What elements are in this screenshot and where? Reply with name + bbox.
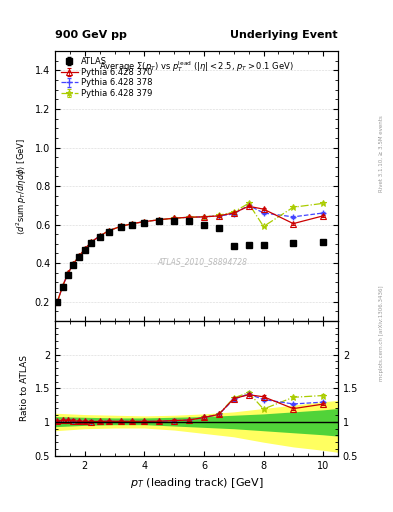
Text: 900 GeV pp: 900 GeV pp	[55, 30, 127, 40]
Y-axis label: $\langle d^2\mathrm{sum}\,p_T/d\eta d\phi\rangle$ [GeV]: $\langle d^2\mathrm{sum}\,p_T/d\eta d\ph…	[15, 138, 29, 234]
Legend: ATLAS, Pythia 6.428 370, Pythia 6.428 378, Pythia 6.428 379: ATLAS, Pythia 6.428 370, Pythia 6.428 37…	[59, 55, 154, 100]
X-axis label: $p_T$ (leading track) [GeV]: $p_T$ (leading track) [GeV]	[130, 476, 263, 490]
Text: mcplots.cern.ch [arXiv:1306.3436]: mcplots.cern.ch [arXiv:1306.3436]	[379, 285, 384, 380]
Text: ATLAS_2010_S8894728: ATLAS_2010_S8894728	[157, 257, 247, 266]
Text: Underlying Event: Underlying Event	[230, 30, 338, 40]
Y-axis label: Ratio to ATLAS: Ratio to ATLAS	[20, 355, 29, 421]
Text: Rivet 3.1.10, ≥ 3.5M events: Rivet 3.1.10, ≥ 3.5M events	[379, 115, 384, 192]
Text: Average $\Sigma(p_T)$ vs $p_T^{\rm lead}$ ($|\eta| < 2.5$, $p_T > 0.1$ GeV): Average $\Sigma(p_T)$ vs $p_T^{\rm lead}…	[99, 59, 294, 74]
